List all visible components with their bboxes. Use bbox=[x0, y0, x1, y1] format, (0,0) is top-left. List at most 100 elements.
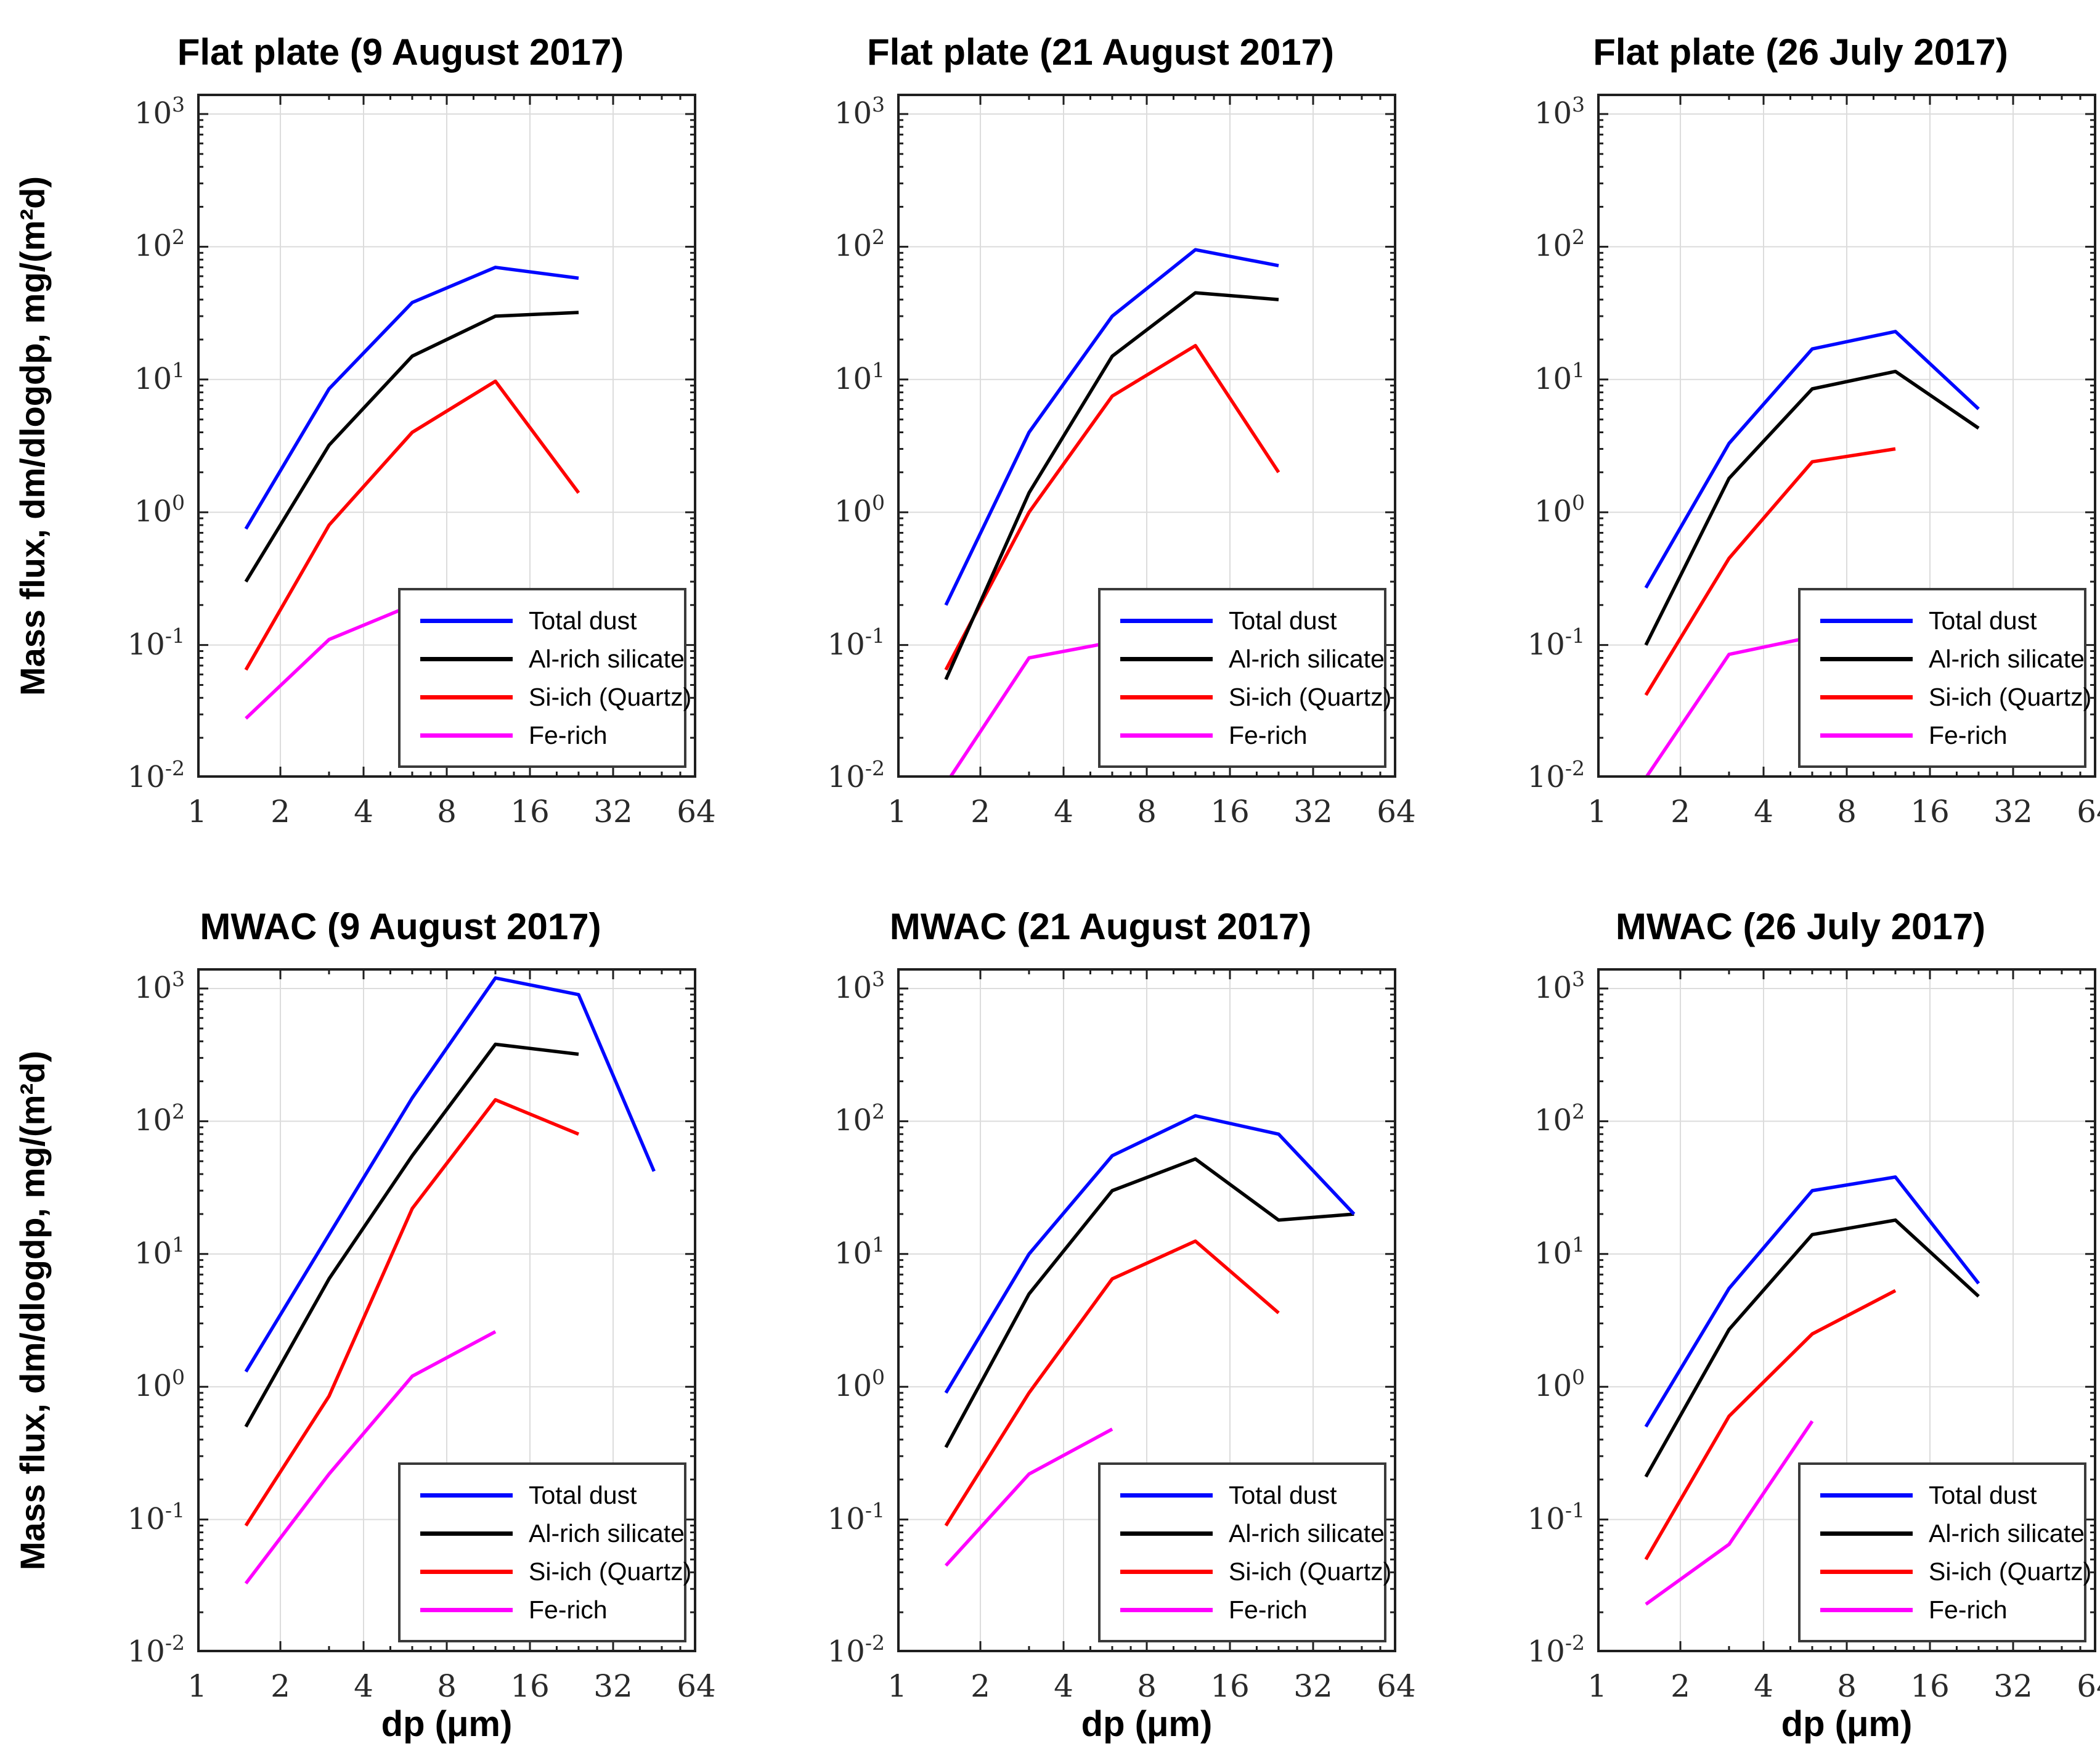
x-tick-label: 4 bbox=[1754, 794, 1773, 830]
legend-label: Total dust bbox=[1929, 1480, 2037, 1509]
legend-item: Total dust bbox=[420, 601, 678, 640]
legend-line-sample bbox=[1120, 618, 1213, 623]
x-tick-label: 4 bbox=[1054, 794, 1073, 830]
legend-line-sample bbox=[1120, 695, 1213, 699]
y-tick-label: 10-1 bbox=[1527, 1498, 1585, 1536]
legend: Total dust Al-rich silicate Si-ich (Quartz… bbox=[398, 1462, 691, 1642]
legend-item: Al-rich silicate bbox=[1120, 640, 1385, 678]
y-tick-label: 10-1 bbox=[127, 1498, 185, 1536]
y-tick-label: 102 bbox=[1534, 1099, 1585, 1138]
y-tick-label: 103 bbox=[834, 967, 885, 1005]
legend-label: Al-rich silicate bbox=[1229, 644, 1385, 673]
y-tick-label: 100 bbox=[834, 491, 885, 529]
series-line-si-ich-quartz- bbox=[1644, 1289, 1897, 1560]
x-tick-label: 64 bbox=[2077, 1668, 2100, 1704]
subplot-flat-plate-26-july: Flat plate (26 July 2017) Total dust Al-r… bbox=[1400, 0, 2100, 874]
legend: Total dust Al-rich silicate Si-ich (Quartz… bbox=[398, 588, 691, 768]
x-tick-label: 2 bbox=[271, 1668, 290, 1704]
legend-item: Total dust bbox=[1120, 1476, 1378, 1514]
legend-line-sample bbox=[1820, 1569, 1913, 1574]
chart-canvas bbox=[197, 94, 696, 778]
x-tick-label: 4 bbox=[1054, 1668, 1073, 1704]
legend-line-sample bbox=[1120, 733, 1213, 738]
y-tick-label: 103 bbox=[1534, 92, 1585, 131]
x-tick-label: 16 bbox=[510, 794, 550, 830]
y-tick-label: 10-1 bbox=[827, 623, 885, 662]
x-tick-label: 64 bbox=[2077, 794, 2100, 830]
legend-item: Al-rich silicate bbox=[420, 1514, 685, 1552]
x-tick-label: 2 bbox=[1671, 794, 1690, 830]
legend-item: Fe-rich bbox=[1120, 716, 1378, 754]
y-tick-label: 103 bbox=[134, 967, 185, 1005]
y-tick-label: 100 bbox=[134, 1365, 185, 1404]
axes-frame bbox=[197, 968, 696, 1652]
x-tick-label: 4 bbox=[1754, 1668, 1773, 1704]
x-tick-label: 64 bbox=[677, 1668, 716, 1704]
series-line-al-rich-silicate bbox=[244, 311, 579, 583]
legend-label: Fe-rich bbox=[1929, 1595, 2008, 1624]
x-tick-label: 16 bbox=[1910, 1668, 1950, 1704]
x-tick-label: 8 bbox=[1837, 1668, 1857, 1704]
legend-label: Si-ich (Quartz) bbox=[1229, 1557, 1392, 1586]
chart-title: Flat plate (26 July 2017) bbox=[1593, 31, 2008, 73]
y-tick-label: 102 bbox=[134, 1099, 185, 1138]
x-tick-label: 2 bbox=[971, 1668, 990, 1704]
legend-label: Si-ich (Quartz) bbox=[1929, 682, 2092, 711]
x-tick-label: 8 bbox=[437, 1668, 457, 1704]
x-tick-label: 32 bbox=[1293, 794, 1333, 830]
legend-item: Fe-rich bbox=[1820, 716, 2078, 754]
axes-frame bbox=[197, 94, 696, 778]
y-tick-label: 102 bbox=[134, 225, 185, 264]
x-axis-label: dp (μm) bbox=[1781, 1704, 1913, 1744]
series-line-si-ich-quartz- bbox=[944, 344, 1280, 671]
x-tick-label: 16 bbox=[1910, 794, 1950, 830]
y-tick-label: 10-2 bbox=[127, 1631, 185, 1669]
legend-item: Fe-rich bbox=[1820, 1591, 2078, 1629]
x-tick-label: 1 bbox=[187, 1668, 207, 1704]
chart-canvas bbox=[1597, 94, 2096, 778]
legend-label: Al-rich silicate bbox=[1929, 644, 2085, 673]
legend-item: Si-ich (Quartz) bbox=[1120, 1552, 1391, 1591]
legend-line-sample bbox=[1820, 1531, 1913, 1536]
y-tick-label: 100 bbox=[1534, 1365, 1585, 1404]
series-line-fe-rich bbox=[1645, 1420, 1814, 1606]
x-axis-label: dp (μm) bbox=[1081, 1704, 1213, 1744]
y-tick-label: 101 bbox=[134, 1232, 185, 1271]
x-tick-label: 8 bbox=[1137, 1668, 1157, 1704]
chart-title: MWAC (21 August 2017) bbox=[889, 906, 1312, 947]
y-tick-label: 10-1 bbox=[1527, 623, 1585, 662]
plot-area: Total dust Al-rich silicate Si-ich (Quartz… bbox=[1597, 968, 2096, 1652]
y-axis-label-wrap: Mass flux, dm/dlogdp, mg/(m²d) bbox=[5, 968, 60, 1652]
legend: Total dust Al-rich silicate Si-ich (Quartz… bbox=[1098, 588, 1391, 768]
x-tick-label: 1 bbox=[1587, 1668, 1607, 1704]
legend-label: Total dust bbox=[1229, 606, 1337, 635]
series-line-total-dust bbox=[1644, 330, 1980, 589]
y-tick-label: 102 bbox=[1534, 225, 1585, 264]
legend-item: Total dust bbox=[1820, 601, 2078, 640]
plot-area: Total dust Al-rich silicate Si-ich (Quartz… bbox=[1597, 94, 2096, 778]
y-tick-label: 10-1 bbox=[127, 623, 185, 662]
y-tick-label: 10-2 bbox=[827, 756, 885, 794]
x-tick-label: 8 bbox=[1837, 794, 1857, 830]
x-tick-label: 1 bbox=[887, 1668, 907, 1704]
y-tick-label: 101 bbox=[834, 1232, 885, 1271]
legend-line-sample bbox=[420, 733, 513, 738]
y-tick-label: 102 bbox=[834, 225, 885, 264]
legend-label: Fe-rich bbox=[1229, 1595, 1308, 1624]
series-line-total-dust bbox=[944, 1114, 1356, 1394]
x-tick-label: 32 bbox=[593, 1668, 633, 1704]
x-tick-label: 32 bbox=[593, 794, 633, 830]
subplot-flat-plate-21-august: Flat plate (21 August 2017) Total dust Al… bbox=[700, 0, 1416, 874]
chart-title: Flat plate (21 August 2017) bbox=[867, 31, 1334, 73]
series-line-fe-rich bbox=[1644, 635, 1813, 778]
y-axis-label-wrap: Mass flux, dm/dlogdp, mg/(m²d) bbox=[5, 94, 60, 778]
legend-item: Fe-rich bbox=[420, 716, 678, 754]
legend: Total dust Al-rich silicate Si-ich (Quartz… bbox=[1798, 1462, 2091, 1642]
legend-item: Total dust bbox=[1820, 1476, 2078, 1514]
legend-line-sample bbox=[1820, 1607, 1913, 1612]
legend-label: Fe-rich bbox=[1929, 720, 2008, 749]
x-tick-label: 16 bbox=[1210, 1668, 1250, 1704]
y-tick-label: 100 bbox=[834, 1365, 885, 1404]
x-tick-label: 8 bbox=[437, 794, 457, 830]
y-tick-label: 10-1 bbox=[827, 1498, 885, 1536]
